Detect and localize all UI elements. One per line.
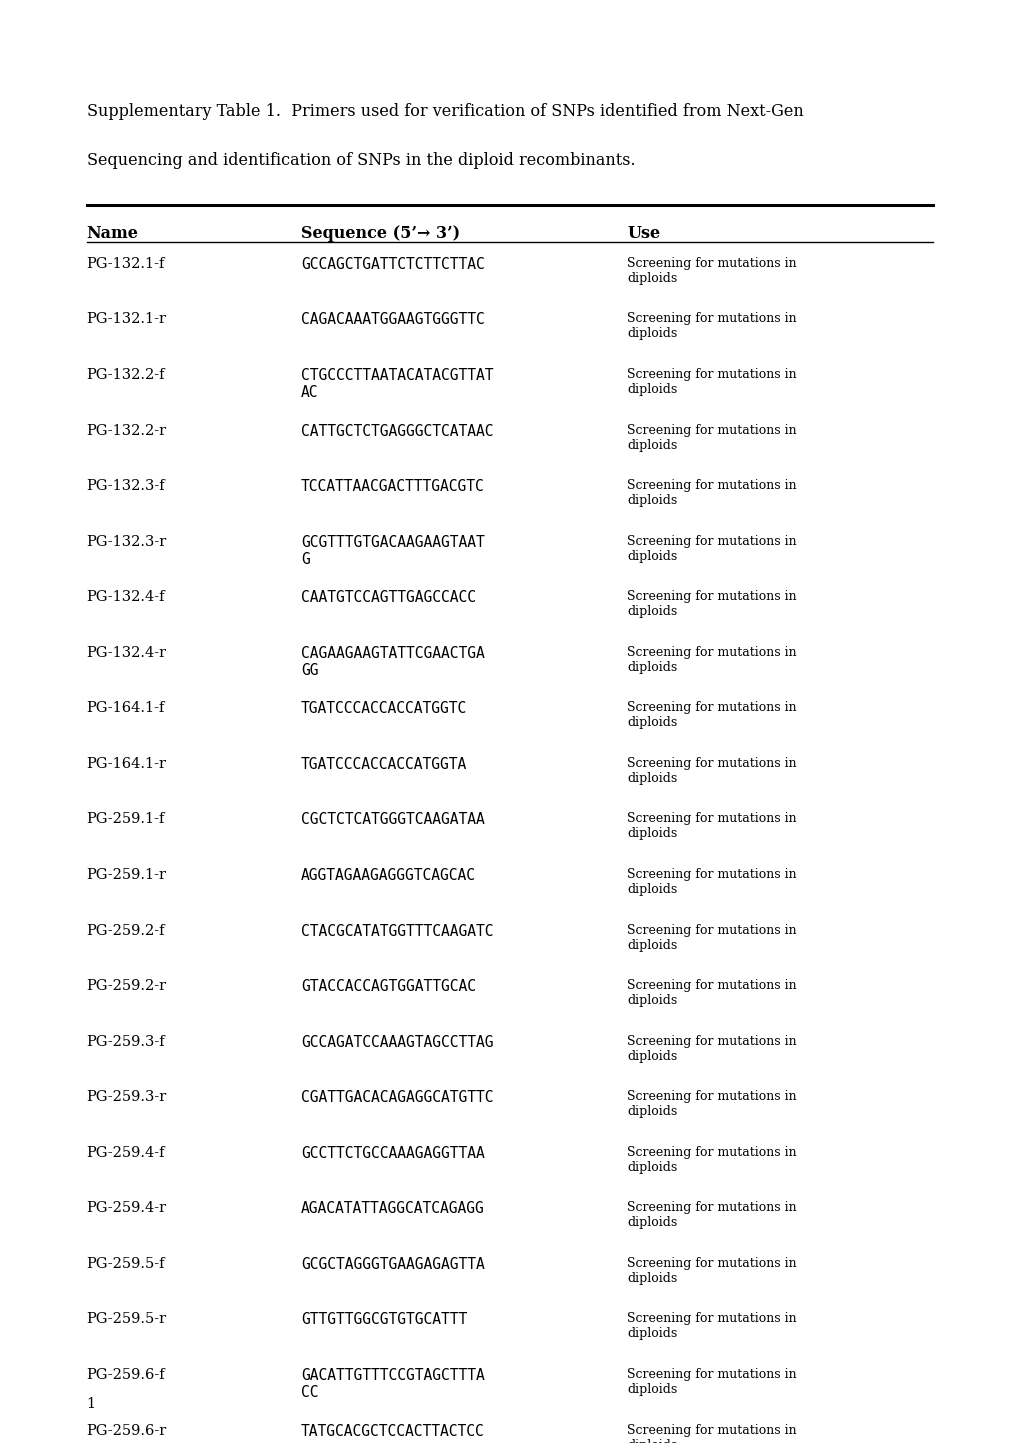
Text: PG-259.6-r: PG-259.6-r — [87, 1423, 167, 1437]
Text: PG-259.6-f: PG-259.6-f — [87, 1368, 165, 1382]
Text: Screening for mutations in
diploids: Screening for mutations in diploids — [627, 1368, 796, 1395]
Text: AGGTAGAAGAGGGTCAGCAC: AGGTAGAAGAGGGTCAGCAC — [301, 867, 476, 883]
Text: CGATTGACACAGAGGCATGTTC: CGATTGACACAGAGGCATGTTC — [301, 1089, 493, 1105]
Text: PG-132.1-r: PG-132.1-r — [87, 313, 166, 326]
Text: GTTGTTGGCGTGTGCATTT: GTTGTTGGCGTGTGCATTT — [301, 1312, 467, 1328]
Text: Screening for mutations in
diploids: Screening for mutations in diploids — [627, 257, 796, 284]
Text: PG-132.2-r: PG-132.2-r — [87, 424, 167, 437]
Text: Screening for mutations in
diploids: Screening for mutations in diploids — [627, 313, 796, 341]
Text: Screening for mutations in
diploids: Screening for mutations in diploids — [627, 924, 796, 951]
Text: Screening for mutations in
diploids: Screening for mutations in diploids — [627, 424, 796, 452]
Text: Screening for mutations in
diploids: Screening for mutations in diploids — [627, 645, 796, 674]
Text: Screening for mutations in
diploids: Screening for mutations in diploids — [627, 534, 796, 563]
Text: GCCAGATCCAAAGTAGCCTTAG: GCCAGATCCAAAGTAGCCTTAG — [301, 1035, 493, 1049]
Text: GCGCTAGGGTGAAGAGAGTTA: GCGCTAGGGTGAAGAGAGTTA — [301, 1257, 484, 1271]
Text: Screening for mutations in
diploids: Screening for mutations in diploids — [627, 867, 796, 896]
Text: 1: 1 — [87, 1397, 96, 1411]
Text: PG-259.3-f: PG-259.3-f — [87, 1035, 165, 1049]
Text: Screening for mutations in
diploids: Screening for mutations in diploids — [627, 1035, 796, 1062]
Text: PG-164.1-f: PG-164.1-f — [87, 701, 165, 716]
Text: Sequence (5’→ 3’): Sequence (5’→ 3’) — [301, 225, 460, 242]
Text: PG-259.4-f: PG-259.4-f — [87, 1146, 165, 1160]
Text: TATGCACGCTCCACTTACTCC: TATGCACGCTCCACTTACTCC — [301, 1423, 484, 1439]
Text: PG-132.1-f: PG-132.1-f — [87, 257, 165, 271]
Text: PG-132.2-f: PG-132.2-f — [87, 368, 165, 382]
Text: Screening for mutations in
diploids: Screening for mutations in diploids — [627, 1089, 796, 1118]
Text: Screening for mutations in
diploids: Screening for mutations in diploids — [627, 1201, 796, 1229]
Text: PG-259.1-r: PG-259.1-r — [87, 867, 166, 882]
Text: CGCTCTCATGGGTCAAGATAA: CGCTCTCATGGGTCAAGATAA — [301, 812, 484, 827]
Text: CAGACAAATGGAAGTGGGTTC: CAGACAAATGGAAGTGGGTTC — [301, 313, 484, 328]
Text: PG-259.1-f: PG-259.1-f — [87, 812, 165, 827]
Text: Supplementary Table 1.  Primers used for verification of SNPs identified from Ne: Supplementary Table 1. Primers used for … — [87, 104, 803, 120]
Text: PG-259.2-f: PG-259.2-f — [87, 924, 165, 938]
Text: Screening for mutations in
diploids: Screening for mutations in diploids — [627, 1312, 796, 1341]
Text: TGATCCCACCACCATGGTA: TGATCCCACCACCATGGTA — [301, 756, 467, 772]
Text: Screening for mutations in
diploids: Screening for mutations in diploids — [627, 368, 796, 395]
Text: Screening for mutations in
diploids: Screening for mutations in diploids — [627, 812, 796, 840]
Text: PG-259.5-r: PG-259.5-r — [87, 1312, 167, 1326]
Text: PG-132.4-r: PG-132.4-r — [87, 645, 167, 659]
Text: PG-132.4-f: PG-132.4-f — [87, 590, 165, 605]
Text: Screening for mutations in
diploids: Screening for mutations in diploids — [627, 1423, 796, 1443]
Text: Screening for mutations in
diploids: Screening for mutations in diploids — [627, 1146, 796, 1173]
Text: Screening for mutations in
diploids: Screening for mutations in diploids — [627, 756, 796, 785]
Text: PG-259.3-r: PG-259.3-r — [87, 1089, 167, 1104]
Text: CATTGCTCTGAGGGCTCATAAC: CATTGCTCTGAGGGCTCATAAC — [301, 424, 493, 439]
Text: GCCAGCTGATTCTCTTCTTAC: GCCAGCTGATTCTCTTCTTAC — [301, 257, 484, 271]
Text: Screening for mutations in
diploids: Screening for mutations in diploids — [627, 590, 796, 618]
Text: Use: Use — [627, 225, 659, 242]
Text: PG-259.4-r: PG-259.4-r — [87, 1201, 167, 1215]
Text: PG-259.2-r: PG-259.2-r — [87, 978, 167, 993]
Text: PG-164.1-r: PG-164.1-r — [87, 756, 166, 771]
Text: PG-132.3-r: PG-132.3-r — [87, 534, 167, 548]
Text: CTACGCATATGGTTTCAAGATC: CTACGCATATGGTTTCAAGATC — [301, 924, 493, 938]
Text: PG-259.5-f: PG-259.5-f — [87, 1257, 165, 1271]
Text: Screening for mutations in
diploids: Screening for mutations in diploids — [627, 701, 796, 729]
Text: CAGAAGAAGTATTCGAACTGA
GG: CAGAAGAAGTATTCGAACTGA GG — [301, 645, 484, 678]
Text: AGACATATTAGGCATCAGAGG: AGACATATTAGGCATCAGAGG — [301, 1201, 484, 1216]
Text: Screening for mutations in
diploids: Screening for mutations in diploids — [627, 479, 796, 506]
Text: Name: Name — [87, 225, 139, 242]
Text: GCCTTCTGCCAAAGAGGTTAA: GCCTTCTGCCAAAGAGGTTAA — [301, 1146, 484, 1160]
Text: Screening for mutations in
diploids: Screening for mutations in diploids — [627, 1257, 796, 1284]
Text: TGATCCCACCACCATGGTC: TGATCCCACCACCATGGTC — [301, 701, 467, 716]
Text: GACATTGTTTCCGTAGCTTTA
CC: GACATTGTTTCCGTAGCTTTA CC — [301, 1368, 484, 1400]
Text: PG-132.3-f: PG-132.3-f — [87, 479, 165, 494]
Text: CTGCCCTTAATACATACGTTAT
AC: CTGCCCTTAATACATACGTTAT AC — [301, 368, 493, 400]
Text: CAATGTCCAGTTGAGCCACC: CAATGTCCAGTTGAGCCACC — [301, 590, 476, 605]
Text: TCCATTAACGACTTTGACGTC: TCCATTAACGACTTTGACGTC — [301, 479, 484, 494]
Text: Sequencing and identification of SNPs in the diploid recombinants.: Sequencing and identification of SNPs in… — [87, 152, 635, 169]
Text: Screening for mutations in
diploids: Screening for mutations in diploids — [627, 978, 796, 1007]
Text: GCGTTTGTGACAAGAAGTAAT
G: GCGTTTGTGACAAGAAGTAAT G — [301, 534, 484, 567]
Text: GTACCACCAGTGGATTGCAC: GTACCACCAGTGGATTGCAC — [301, 978, 476, 994]
